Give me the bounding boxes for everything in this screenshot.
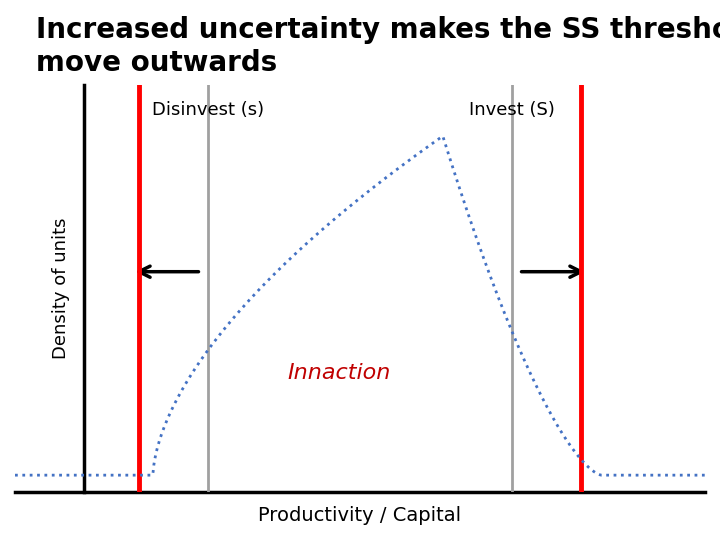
Y-axis label: Density of units: Density of units — [52, 218, 70, 360]
Text: Increased uncertainty makes the SS thresholds
move outwards: Increased uncertainty makes the SS thres… — [36, 16, 720, 77]
X-axis label: Productivity / Capital: Productivity / Capital — [258, 506, 462, 525]
Text: Disinvest (s): Disinvest (s) — [152, 101, 264, 119]
Text: Innaction: Innaction — [287, 363, 391, 383]
Text: Invest (S): Invest (S) — [469, 101, 554, 119]
